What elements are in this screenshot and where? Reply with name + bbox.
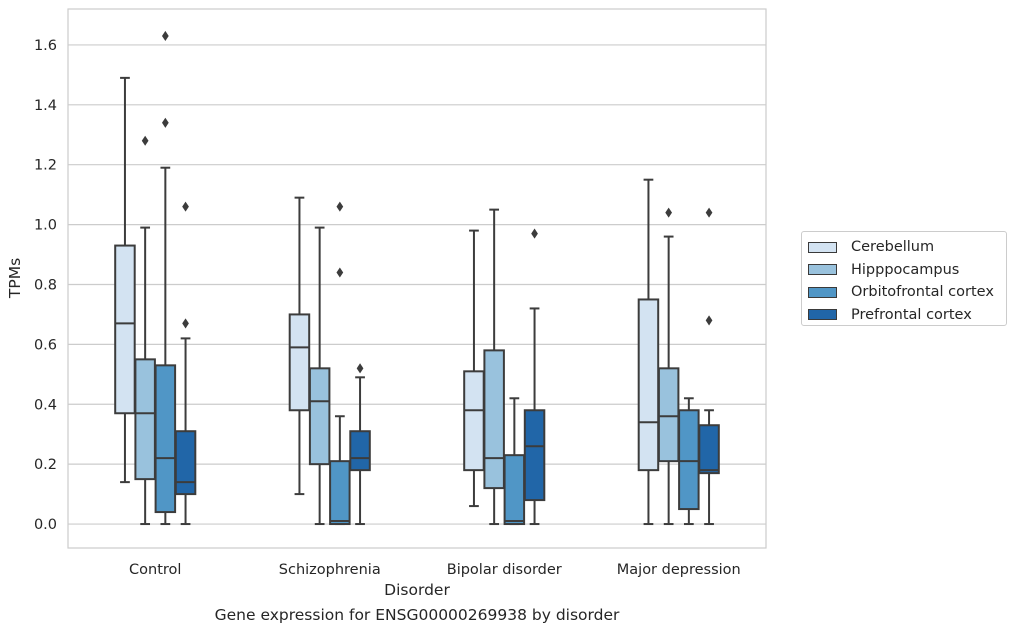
outlier-point	[336, 267, 344, 278]
y-axis-label: TPMs	[6, 258, 24, 299]
box-iqr	[134, 358, 156, 481]
outlier-point	[182, 201, 189, 212]
box-iqr	[288, 313, 311, 412]
box-iqr	[657, 367, 680, 463]
legend-item-cerebellum: Cerebellum	[808, 236, 1006, 259]
outlier-point	[705, 207, 713, 218]
box-major-depression-cerebellum	[637, 178, 660, 526]
legend-swatch-orbitofrontal-cortex	[808, 286, 837, 298]
legend-swatch-hippocampus	[808, 264, 837, 276]
x-axis-label: Disorder	[384, 581, 450, 599]
legend-item-hippocampus: Hipppocampus	[808, 259, 1006, 282]
box-iqr	[483, 349, 505, 490]
box-iqr	[503, 454, 526, 526]
box-major-depression-hipppocampus	[657, 207, 680, 526]
box-schizophrenia-orbitofrontal-cortex	[329, 201, 351, 526]
box-bipolar-disorder-hipppocampus	[483, 208, 505, 526]
y-tick-label: 1.6	[34, 38, 57, 54]
outlier-point	[182, 318, 189, 329]
y-tick-label: 0.4	[34, 397, 57, 413]
box-control-prefrontal-cortex	[174, 201, 197, 526]
outlier-point	[141, 135, 149, 146]
y-tick-label: 1.0	[34, 218, 57, 234]
box-major-depression-prefrontal-cortex	[698, 207, 720, 526]
outlier-point	[705, 315, 713, 326]
box-schizophrenia-cerebellum	[288, 196, 311, 496]
box-groups	[114, 30, 720, 526]
legend-label-orbitofrontal-cortex: Orbitofrontal cortex	[851, 284, 994, 301]
legend-label-prefrontal-cortex: Prefrontal cortex	[851, 306, 972, 323]
x-axis-ticks: Control Schizophrenia Bipolar disorder Majo…	[129, 562, 741, 578]
plot-area-frame	[67, 8, 767, 549]
box-iqr	[463, 370, 485, 472]
box-schizophrenia-hipppocampus	[308, 226, 331, 526]
box-control-orbitofrontal-cortex	[154, 30, 177, 526]
box-iqr	[154, 364, 177, 514]
box-control-hipppocampus	[134, 135, 156, 526]
legend: Cerebellum Hipppocampus Orbitofrontal co…	[801, 231, 1007, 326]
x-tick-label: Major depression	[617, 562, 741, 578]
legend-swatch-cerebellum	[808, 241, 837, 253]
y-tick-label: 0.0	[34, 517, 57, 533]
box-iqr	[698, 424, 720, 475]
legend-label-cerebellum: Cerebellum	[851, 239, 935, 256]
y-tick-label: 0.6	[34, 337, 57, 353]
x-tick-label: Control	[129, 562, 181, 578]
box-schizophrenia-prefrontal-cortex	[349, 363, 371, 526]
box-iqr	[174, 430, 197, 496]
x-tick-label: Schizophrenia	[279, 562, 381, 578]
legend-item-prefrontal-cortex: Prefrontal cortex	[808, 304, 1006, 327]
y-axis-ticks: 0.0 0.2 0.4 0.6 0.8 1.0 1.2 1.4 1.6	[34, 38, 57, 533]
figure-caption: Gene expression for ENSG00000269938 by d…	[214, 606, 620, 624]
legend-item-orbitofrontal-cortex: Orbitofrontal cortex	[808, 281, 1006, 304]
box-control-cerebellum	[114, 76, 136, 484]
y-tick-label: 1.4	[34, 98, 57, 114]
outlier-point	[356, 363, 364, 374]
legend-swatch-prefrontal-cortex	[808, 309, 837, 321]
box-major-depression-orbitofrontal-cortex	[678, 397, 700, 526]
y-tick-label: 0.2	[34, 457, 57, 473]
legend-label-hippocampus: Hipppocampus	[851, 261, 960, 278]
outlier-point	[161, 30, 169, 41]
box-iqr	[349, 430, 371, 472]
box-iqr	[329, 460, 351, 526]
x-tick-label: Bipolar disorder	[447, 562, 562, 578]
y-tick-label: 1.2	[34, 158, 57, 174]
box-bipolar-disorder-prefrontal-cortex	[523, 228, 546, 526]
outlier-point	[336, 201, 344, 212]
box-iqr	[678, 409, 700, 511]
box-iqr	[637, 298, 660, 472]
box-iqr	[523, 409, 546, 502]
box-iqr	[114, 244, 136, 415]
outlier-point	[161, 117, 169, 128]
y-tick-label: 0.8	[34, 277, 57, 293]
outlier-point	[531, 228, 538, 239]
box-iqr	[308, 367, 331, 466]
box-bipolar-disorder-orbitofrontal-cortex	[503, 397, 526, 526]
outlier-point	[665, 207, 673, 218]
box-bipolar-disorder-cerebellum	[463, 229, 485, 508]
